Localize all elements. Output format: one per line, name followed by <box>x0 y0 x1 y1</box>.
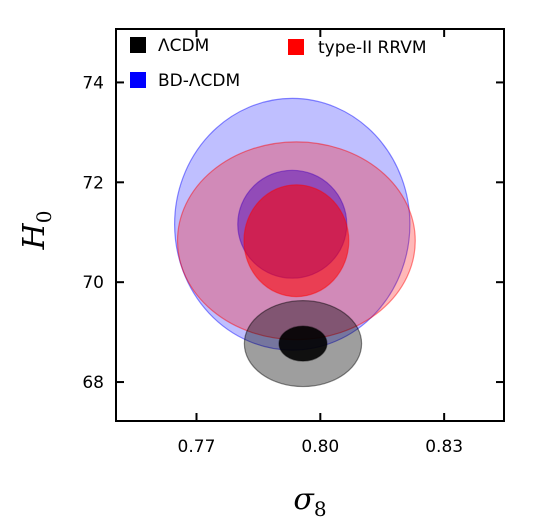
contours-layer <box>174 97 416 388</box>
legend-label: type-II RRVM <box>318 38 427 58</box>
legend-label: BD-ΛCDM <box>158 71 240 91</box>
y-tick-label: 72 <box>82 173 104 193</box>
x-axis-title: σ8 <box>293 482 326 521</box>
plot-frame <box>115 28 505 422</box>
legend-label: ΛCDM <box>158 36 209 56</box>
axes-layer: 0.77 0.80 0.83 68 70 72 74 <box>82 28 505 457</box>
y-tick-label: 68 <box>82 373 104 393</box>
contour-cdm-68pct <box>278 325 328 362</box>
x-tick-label: 0.80 <box>301 437 339 457</box>
y-tick-label: 70 <box>82 273 104 293</box>
x-tick-label: 0.83 <box>425 437 463 457</box>
x-tick-label: 0.77 <box>178 437 216 457</box>
legend-swatch <box>130 72 146 88</box>
y-axis-title: H0 <box>17 211 56 251</box>
legend-swatch <box>130 37 146 53</box>
contour-type-ii-rrvm-68pct <box>243 184 350 298</box>
legend-swatch <box>288 39 304 55</box>
y-tick-label: 74 <box>82 73 104 93</box>
legend: ΛCDM BD-ΛCDM type-II RRVM <box>130 36 427 91</box>
